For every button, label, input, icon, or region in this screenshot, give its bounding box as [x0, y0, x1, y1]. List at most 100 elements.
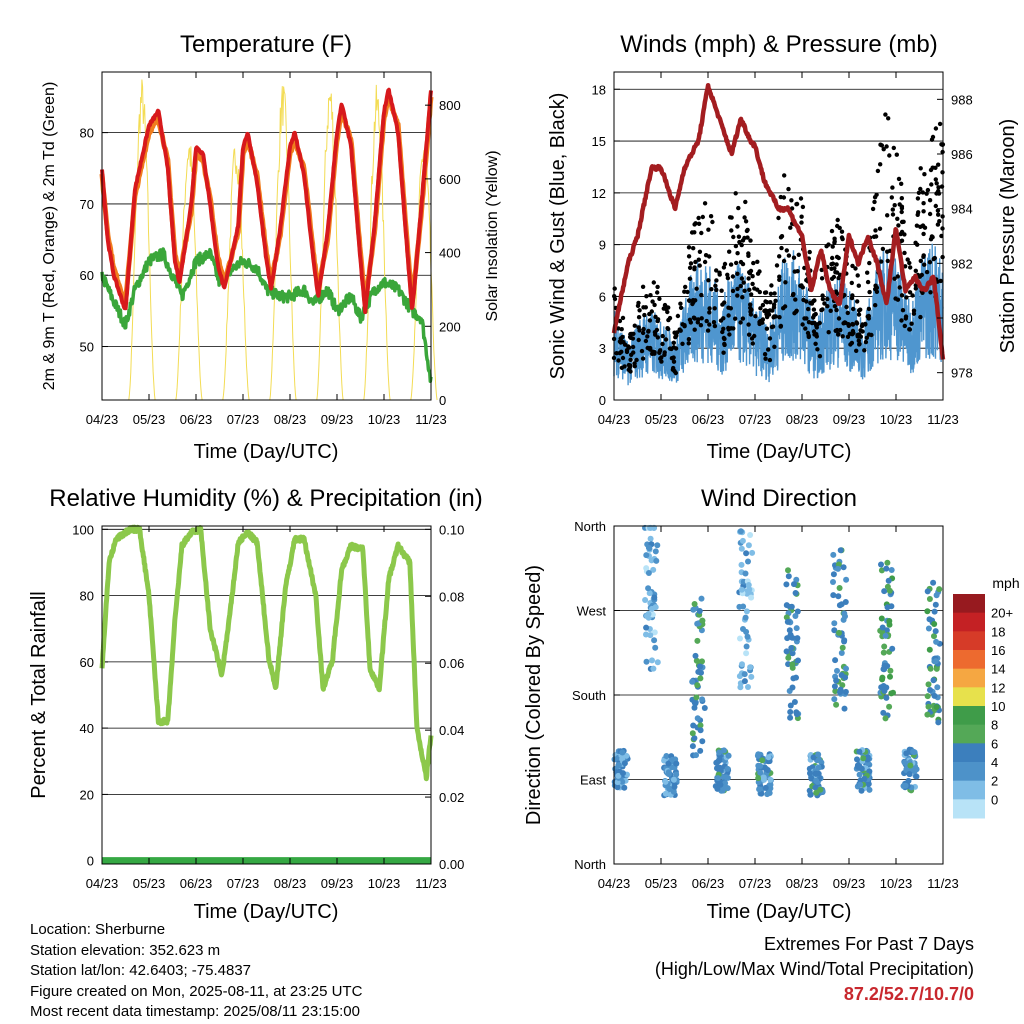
direction-point [793, 709, 800, 716]
gust-point [793, 297, 798, 302]
gust-point [740, 295, 745, 300]
direction-point [697, 675, 704, 682]
gust-point [750, 341, 755, 346]
gust-point [758, 306, 763, 311]
y-tick-label: 15 [592, 134, 606, 149]
gust-point [855, 299, 860, 304]
direction-point [842, 674, 849, 681]
gust-point [902, 250, 907, 256]
temperature-y-label: 2m & 9m T (Red, Orange) & 2m Td (Green) [41, 82, 58, 391]
gust-point [660, 341, 665, 347]
direction-point [856, 763, 863, 770]
direction-point [835, 565, 841, 572]
direction-point [878, 615, 885, 622]
gust-point [820, 307, 825, 312]
gust-point [673, 346, 679, 351]
colorbar-label: 8 [991, 718, 998, 733]
gust-point [733, 243, 739, 249]
direction-point [645, 585, 652, 592]
gust-point [655, 284, 660, 290]
gust-point [722, 342, 727, 348]
direction-point [621, 760, 628, 767]
direction-point [740, 626, 746, 632]
gust-point [693, 259, 698, 265]
gust-point [833, 270, 838, 275]
direction-point [754, 752, 761, 759]
gust-point [750, 281, 755, 287]
gust-point [755, 271, 761, 276]
y-tick-label: 100 [72, 522, 94, 537]
direction-point [931, 621, 938, 627]
dewpoint-line [100, 247, 433, 384]
gust-point [706, 227, 711, 232]
direction-point [643, 658, 650, 665]
direction-point [807, 791, 814, 798]
gust-point [694, 286, 699, 291]
direction-point [650, 566, 657, 573]
gust-point [856, 308, 862, 313]
direction-point [785, 573, 792, 580]
gust-point [629, 352, 634, 357]
gust-point [937, 121, 943, 127]
gust-point [662, 352, 667, 357]
gust-point [930, 235, 935, 240]
direction-point [837, 547, 844, 554]
gust-point [832, 304, 838, 309]
gust-point [733, 316, 738, 321]
y-tick-label: 80 [80, 589, 94, 604]
gust-point [829, 228, 835, 234]
direction-point [791, 699, 798, 705]
gust-point [692, 267, 697, 272]
gust-point [921, 209, 926, 214]
gust-point [696, 221, 702, 226]
wind-direction-plot-frame [613, 525, 944, 865]
gust-point [708, 214, 714, 219]
direction-point [765, 754, 772, 761]
gust-point [702, 259, 708, 265]
gust-point [845, 310, 850, 316]
gust-point [628, 335, 633, 340]
direction-point [787, 709, 794, 715]
gust-point [721, 265, 727, 270]
gust-point [763, 290, 769, 295]
gust-point [657, 349, 662, 354]
direction-point [665, 760, 672, 767]
gust-point [763, 356, 768, 361]
direction-point [661, 757, 668, 764]
gust-point [678, 301, 683, 306]
direction-point [930, 579, 937, 586]
direction-point [764, 791, 771, 798]
gust-point [667, 346, 673, 351]
gust-point [928, 290, 933, 295]
gust-point [707, 310, 712, 315]
direction-point [793, 625, 800, 632]
colorbar-label: 20+ [991, 606, 1013, 621]
direction-point [784, 618, 791, 625]
gust-point [726, 305, 731, 310]
direction-point [646, 590, 653, 597]
gust-point [745, 235, 750, 240]
direction-point [833, 677, 840, 684]
direction-point [887, 673, 893, 680]
gust-point [750, 274, 755, 279]
x-tick-label: 04/23 [86, 412, 119, 427]
gust-point [714, 278, 719, 283]
gust-point [936, 185, 941, 190]
gust-point [740, 316, 746, 321]
gust-point [722, 261, 728, 267]
direction-point [745, 684, 751, 690]
direction-point [783, 614, 790, 621]
gust-point [731, 234, 736, 240]
gust-point [847, 331, 852, 336]
colorbar-label: 0 [991, 792, 998, 807]
direction-point [745, 558, 751, 565]
extremes-title: Extremes For Past 7 Days [763, 934, 974, 954]
direction-point [619, 778, 626, 785]
direction-point [691, 601, 698, 607]
gust-point [854, 348, 859, 353]
gust-point [687, 265, 693, 270]
gust-point [935, 222, 941, 227]
gust-point [751, 260, 756, 266]
direction-point [831, 696, 838, 703]
gust-point [742, 288, 747, 293]
